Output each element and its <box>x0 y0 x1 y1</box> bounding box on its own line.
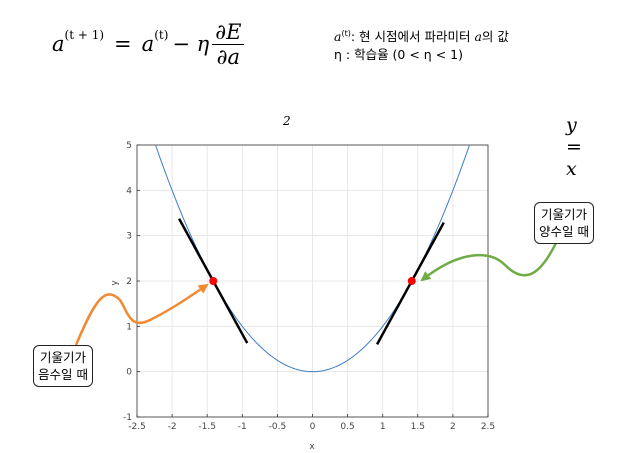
tangent-points <box>209 277 416 285</box>
y-tick-label: -1 <box>123 413 132 423</box>
x-tick-label: -2 <box>168 422 177 432</box>
legend-text: : 현 시점에서 파라미터 <box>350 29 471 45</box>
legend-var: a <box>334 29 342 45</box>
x-tick-label: 2.5 <box>481 422 495 432</box>
legend-sup: (t) <box>341 29 351 38</box>
x-axis-label: x <box>309 442 315 452</box>
x-tick-label: 1 <box>380 422 386 432</box>
tangent-point <box>407 277 416 285</box>
legend-line-2: η : 학습율 (0 < η < 1) <box>334 47 463 63</box>
callout-right-line-1: 기울기가 <box>540 207 587 222</box>
formula-lhs-var: a <box>52 32 65 56</box>
x-tick-label: 1.5 <box>411 422 425 432</box>
formula-legend: a(t): 현 시점에서 파라미터 a의 값 η : 학습율 (0 < η < … <box>334 25 509 64</box>
callout-left-line-2: 음수일 때 <box>38 367 88 382</box>
tangent-point <box>209 277 218 285</box>
y-axis-label: y <box>110 280 120 286</box>
formula-equals: = <box>114 32 132 56</box>
y-tick-label: 2 <box>126 277 132 287</box>
formula-denominator: ∂a <box>216 44 241 69</box>
x-tick-label: -1.5 <box>198 422 216 432</box>
formula-lhs-sup: (t + 1) <box>64 28 105 42</box>
y-tick-label: 0 <box>126 368 132 378</box>
plot-title-lhs: y = x <box>566 114 582 180</box>
tangent-lines <box>178 218 445 345</box>
callout-left-line-1: 기울기가 <box>39 350 86 365</box>
x-tick-label: -0.5 <box>269 422 287 432</box>
legend-tail: 의 값 <box>481 29 509 45</box>
formula-numerator: ∂E <box>212 20 245 45</box>
plot-title-sup: 2 <box>283 114 291 128</box>
x-tick-label: -1 <box>238 422 247 432</box>
callout-positive-slope: 기울기가 양수일 때 <box>534 202 594 244</box>
formula-minus-eta: − η <box>172 32 210 56</box>
update-formula: a (t + 1) = a (t) − η ∂E ∂a <box>52 16 245 72</box>
x-tick-label: -2.5 <box>128 422 146 432</box>
formula-rhs-var: a <box>141 32 155 56</box>
y-tick-label: 3 <box>126 232 132 242</box>
callout-right-line-2: 양수일 때 <box>539 224 589 239</box>
axis-ticks: -2.5 -2 -1.5 -1 -0.5 0 0.5 1 1.5 2 2.5 -1 0 1 2 3 4 5 <box>123 141 495 432</box>
right-callout-arrow <box>420 242 558 282</box>
x-tick-label: 2 <box>450 422 456 432</box>
formula-rhs-sup: (t) <box>154 28 169 42</box>
x-tick-label: 0 <box>310 422 316 432</box>
legend-line-1: a(t): 현 시점에서 파라미터 a의 값 <box>334 25 509 46</box>
callout-negative-slope: 기울기가 음수일 때 <box>33 345 93 387</box>
y-tick-label: 4 <box>126 186 132 196</box>
y-tick-label: 5 <box>126 141 132 151</box>
y-tick-label: 1 <box>126 322 132 332</box>
formula-fraction: ∂E ∂a <box>212 20 245 69</box>
left-callout-arrow <box>74 283 209 346</box>
legend-var-2: a <box>474 29 482 45</box>
plot-grid <box>136 144 489 418</box>
x-tick-label: 0.5 <box>340 422 354 432</box>
